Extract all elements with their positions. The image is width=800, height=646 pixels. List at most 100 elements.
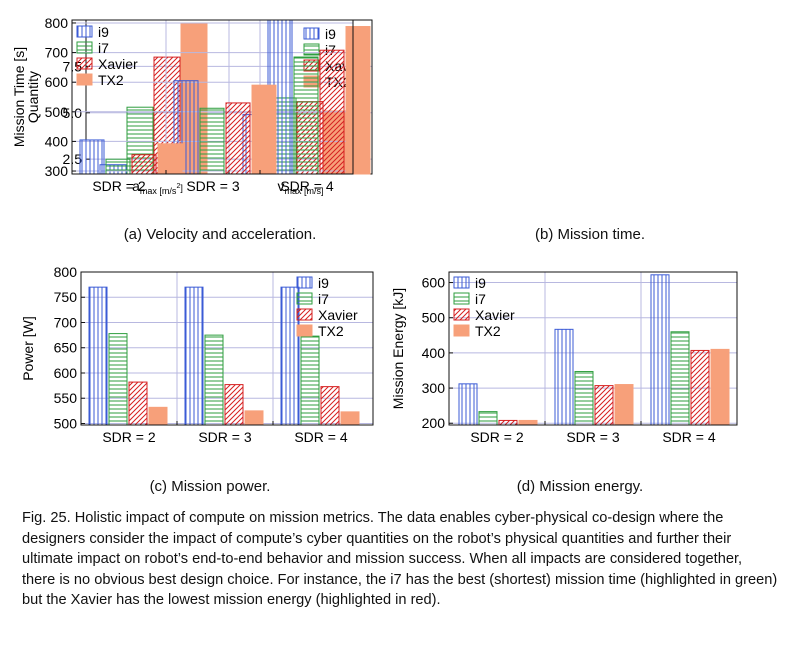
bar-xavier-2 [225,102,251,175]
y-tick-label-3: 600 [45,74,69,90]
y-tick-label-2: 400 [422,345,446,361]
x-category-label-1: SDR = 2 [470,429,524,445]
bar-xavier-3 [690,349,710,426]
bar-xavier-1 [498,419,518,426]
legend-label-i7: i7 [98,40,109,56]
mission-energy-chart: 200 300 400 500 600 Mission Energy [kJ] SDR = … [390,271,738,445]
x-category-label-3: SDR = 4 [280,178,334,194]
x-category-label-3: SDR = 4 [662,429,716,445]
y-tick-label-0: 200 [422,415,446,431]
bar-tx2-2 [244,410,264,426]
chart-panel-b: 300 400 500 600 700 800 Mission Time [s] SDR = … [11,0,800,250]
bar-i9-2 [554,328,574,426]
legend-label-i7: i7 [318,291,329,307]
chart-panel-c: 500 550 600 650 700 750 800 Power [W] SDR = 2 SDR… [0,255,400,500]
legend-swatch-i7 [76,41,93,54]
legend-label-tx2: TX2 [318,323,344,339]
y-tick-label-2: 500 [45,104,69,120]
subcaption-a: (a) Velocity and acceleration. [123,226,317,243]
x-category-label-1: SDR = 2 [102,429,156,445]
y-axis-label: Quantity [25,71,41,123]
subcaption-b: (b) Mission time. [534,226,646,243]
legend-swatch-i9 [453,276,470,289]
x-group-label-1: amax [m/s2] [132,178,183,196]
legend-swatch-xavier [76,57,93,70]
y-tick-label-1: 400 [45,133,69,149]
plot-frame [71,19,354,175]
legend-label-xavier: Xavier [475,307,515,323]
bar-i7-1 [105,158,131,175]
legend-swatch-i9 [296,276,313,289]
bar-i7-1 [108,333,128,426]
subcaption-c: (c) Mission power. [149,478,271,495]
legend-swatch-i7 [453,292,470,305]
bar-i9-2 [184,286,204,426]
bar-i7-2 [199,107,225,175]
bar-tx2-2 [251,84,277,175]
bar-tx2-3 [710,348,730,426]
legend-label-xavier: Xavier [98,56,138,72]
legend-swatch-xavier [296,308,313,321]
bar-i7-3 [670,331,690,426]
y-tick-label-4: 600 [422,275,446,291]
bar-xavier-3 [319,49,345,175]
legend-label-xavier: Xavier [318,307,358,323]
y-tick-label-4: 700 [54,314,78,330]
legend-label-i9: i9 [98,24,109,40]
y-tick-label-6: 800 [54,264,78,280]
bar-xavier-1 [128,381,148,426]
bar-xavier-2 [594,385,614,426]
bar-tx2-1 [148,406,168,426]
bar-i7-2 [574,371,594,426]
bar-tx2-3 [340,411,360,426]
y-tick-label-3: 650 [54,340,78,356]
bar-tx2-1 [157,143,183,175]
legend-label-tx2: TX2 [475,323,501,339]
y-tick-label-5: 800 [45,15,69,31]
y-tick-label-5: 750 [54,289,78,305]
legend-label-tx2: TX2 [98,72,124,88]
y-tick-label-0: 500 [54,415,78,431]
bar-i7-3 [300,335,320,426]
bar-tx2-2 [614,384,634,426]
y-axis-label: Power [W] [20,316,36,381]
legend-swatch-tx2 [453,324,470,337]
y-tick-label-1: 300 [422,380,446,396]
plot-frame [448,271,738,426]
legend-label-i9: i9 [475,275,486,291]
y-tick-label-4: 700 [45,45,69,61]
legend-swatch-xavier [453,308,470,321]
bar-i9-1 [88,286,108,426]
y-tick-label-1: 550 [54,390,78,406]
legend-swatch-tx2 [76,73,93,86]
bar-i7-1 [478,411,498,426]
y-axis-label: Mission Energy [kJ] [390,288,406,409]
bar-i7-2 [204,334,224,426]
mission-power-chart: 500 550 600 650 700 750 800 Power [W] SDR = 2 SDR… [20,264,374,445]
x-category-label-3: SDR = 4 [294,429,348,445]
legend-label-i7: i7 [475,291,486,307]
legend-label-i9: i9 [318,275,329,291]
x-category-label-2: SDR = 3 [186,178,240,194]
bar-i9-1 [79,139,105,175]
y-axis-label: Mission Time [s] [11,47,27,147]
plot-frame [80,271,374,426]
y-tick-label-0: 300 [45,163,69,179]
bar-xavier-2 [224,384,244,426]
legend-swatch-i7 [296,292,313,305]
x-category-label-2: SDR = 3 [566,429,620,445]
x-category-label-2: SDR = 3 [198,429,252,445]
y-tick-label-2: 600 [54,365,78,381]
legend-label-i9: i9 [325,26,336,42]
bar-tx2-1 [518,419,538,426]
legend-swatch-i9 [76,25,93,38]
x-category-label-1: SDR = 2 [92,178,146,194]
bar-xavier-3 [320,386,340,426]
y-tick-label-3: 500 [422,310,446,326]
mission-time-chart: 300 400 500 600 700 800 Mission Time [s] SDR = … [11,15,371,194]
legend-swatch-tx2 [296,324,313,337]
bar-i9-3 [650,274,670,426]
bar-xavier-1 [131,154,157,175]
